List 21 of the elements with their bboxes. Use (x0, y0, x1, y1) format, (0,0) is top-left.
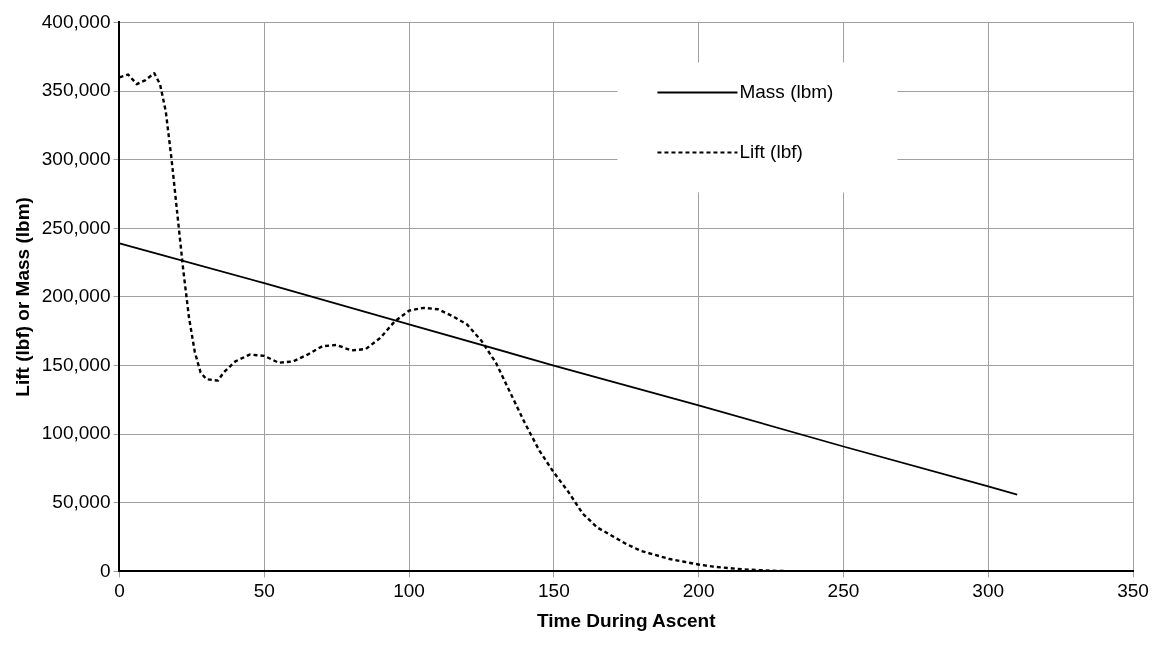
x-tick-label: 350 (1117, 580, 1149, 602)
y-tick-label: 350,000 (41, 79, 111, 101)
legend-label: Mass (lbm) (739, 80, 834, 102)
y-tick-label: 300,000 (41, 147, 111, 169)
y-tick-label: 250,000 (41, 216, 111, 238)
y-tick-label: 50,000 (52, 491, 111, 513)
x-tick-label: 100 (393, 580, 425, 602)
y-tick-label: 200,000 (41, 285, 111, 307)
x-tick-label: 0 (114, 580, 125, 602)
x-tick-label: 300 (972, 580, 1005, 602)
y-tick-label: 400,000 (41, 10, 111, 32)
x-axis-title: Time During Ascent (537, 609, 717, 631)
legend-label: Lift (lbf) (739, 140, 803, 162)
x-tick-label: 250 (827, 580, 860, 602)
y-tick-label: 150,000 (41, 353, 111, 375)
y-tick-label: 100,000 (41, 422, 111, 444)
x-tick-label: 200 (682, 580, 715, 602)
x-tick-label: 150 (537, 580, 570, 602)
x-tick-label: 50 (253, 580, 275, 602)
y-axis-title: Lift (lbf) or Mass (lbm) (11, 197, 33, 397)
y-tick-label: 0 (99, 559, 111, 581)
